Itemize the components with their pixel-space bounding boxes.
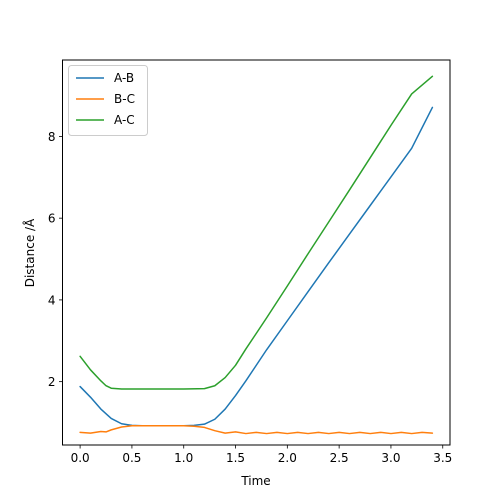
plot-frame: [62, 59, 451, 446]
x-tick-label: 3.0: [381, 451, 400, 465]
series-line-b-c: [79, 425, 434, 435]
x-tick-label: 3.5: [433, 451, 452, 465]
legend-box: [68, 65, 148, 136]
legend-label-a-c: A-C: [114, 113, 135, 127]
y-tick-label: 2: [48, 375, 56, 389]
y-axis-label: Distance /Å: [22, 218, 37, 287]
y-axis-ticks: 2 4 6 8: [48, 130, 63, 389]
x-tick-label: 0.5: [122, 451, 141, 465]
x-tick-label: 0.0: [71, 451, 90, 465]
series-line-a-b: [79, 106, 434, 427]
x-tick-label: 2.5: [330, 451, 349, 465]
y-tick-label: 4: [48, 293, 56, 307]
x-tick-label: 2.0: [278, 451, 297, 465]
x-tick-label: 1.5: [226, 451, 245, 465]
x-axis-label: Time: [240, 474, 270, 488]
plot-lines: [79, 75, 434, 435]
x-axis-ticks: 0.0 0.5 1.0 1.5 2.0 2.5 3.0 3.5: [71, 445, 452, 465]
legend-label-a-b: A-B: [114, 71, 134, 85]
y-tick-label: 8: [48, 130, 56, 144]
y-tick-label: 6: [48, 212, 56, 226]
legend: A-B B-C A-C: [68, 65, 148, 136]
legend-label-b-c: B-C: [114, 92, 135, 106]
series-line-a-c: [79, 75, 434, 390]
x-tick-label: 1.0: [174, 451, 193, 465]
